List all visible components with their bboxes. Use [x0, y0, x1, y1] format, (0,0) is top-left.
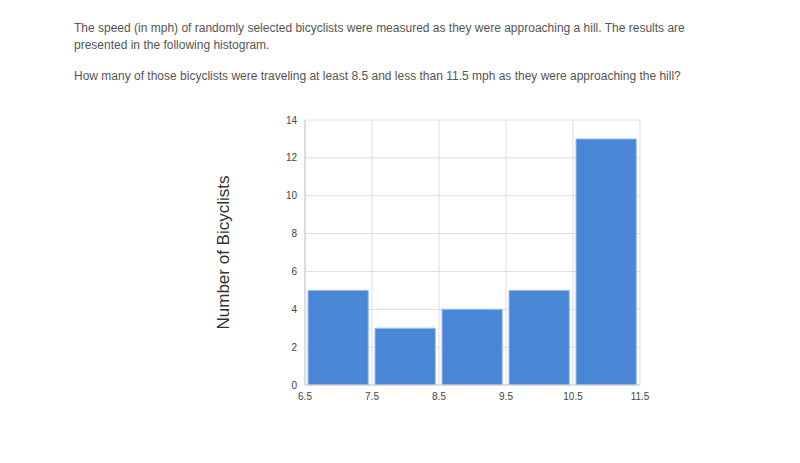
- svg-text:6.5: 6.5: [298, 391, 312, 402]
- svg-text:9.5: 9.5: [499, 391, 513, 402]
- svg-text:0: 0: [291, 380, 297, 391]
- svg-text:10.5: 10.5: [563, 391, 583, 402]
- svg-text:2: 2: [291, 342, 297, 353]
- html-text:The speed (in mph) of randomly: The speed (in mph) of randomly selected …: [74, 21, 685, 52]
- svg-text:14: 14: [286, 115, 298, 126]
- svg-text:Number of Bicyclists: Number of Bicyclists: [214, 176, 233, 330]
- svg-text:8: 8: [291, 228, 297, 239]
- svg-text:4: 4: [291, 304, 297, 315]
- svg-text:10: 10: [286, 190, 298, 201]
- svg-text:12: 12: [286, 152, 298, 163]
- svg-text:8.5: 8.5: [432, 391, 446, 402]
- svg-text:11.5: 11.5: [631, 391, 650, 402]
- html-text:How many of those bicyclists w: How many of those bicyclists were travel…: [74, 69, 681, 83]
- svg-text:6: 6: [291, 266, 297, 277]
- svg-text:7.5: 7.5: [365, 391, 379, 402]
